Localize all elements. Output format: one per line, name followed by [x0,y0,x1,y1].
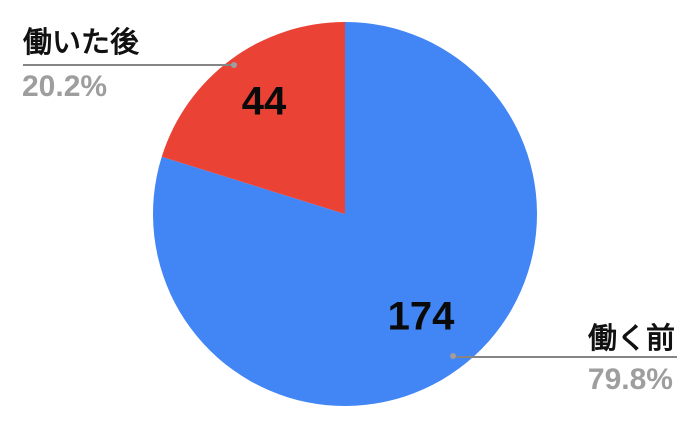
leader-line-after-working [23,64,234,66]
leader-dot-before-working [450,353,456,359]
slice-value-before-working: 174 [387,294,455,339]
leader-dot-after-working [231,62,237,68]
slice-value-after-working: 44 [241,79,287,124]
pie-slice-0 [153,22,538,406]
pie-slice-1 [161,22,345,214]
leader-line-before-working [453,356,677,358]
callout-title-before-working: 働く前 [587,323,675,355]
callout-title-after-working: 働いた後 [23,27,140,59]
callout-percent-before-working: 79.8% [587,363,673,396]
callout-percent-after-working: 20.2% [22,70,108,103]
